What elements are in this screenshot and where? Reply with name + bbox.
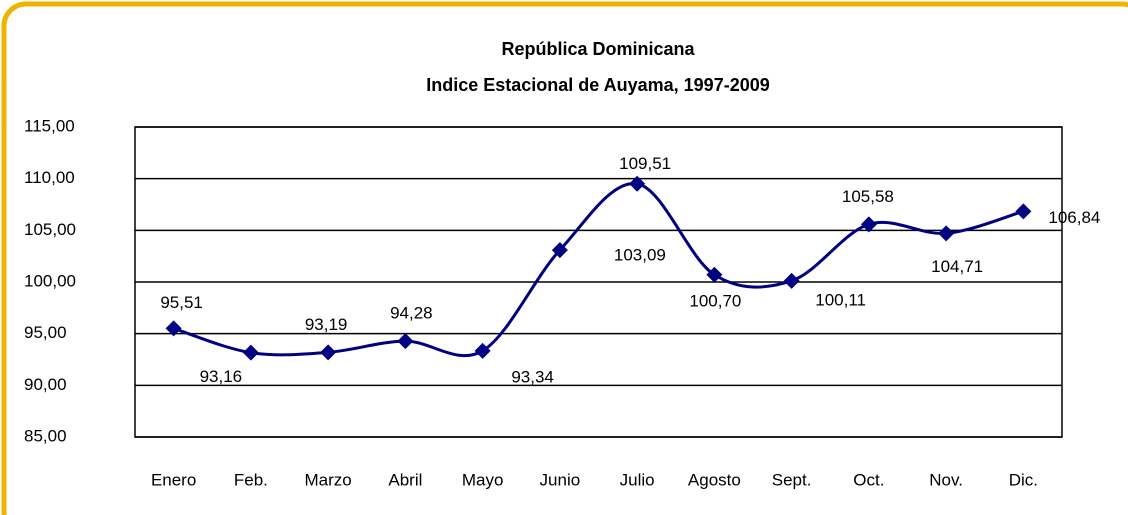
data-label: 93,19 [305,315,348,334]
x-tick-label: Dic. [1009,470,1038,489]
y-tick-label: 105,00 [24,220,76,239]
y-tick-label: 100,00 [24,271,76,290]
x-tick-label: Sept. [772,470,812,489]
data-label: 109,51 [619,154,671,173]
data-point [938,225,955,242]
data-point [242,344,259,361]
data-label: 106,84 [1048,208,1100,227]
x-tick-label: Junio [540,470,581,489]
data-label: 93,16 [200,367,243,386]
chart-title: República Dominicana [501,39,695,59]
data-point [474,342,491,359]
data-point [397,333,414,350]
data-label: 100,70 [689,291,741,310]
x-tick-label: Nov. [929,470,963,489]
data-point [320,344,337,361]
data-label: 104,71 [931,257,983,276]
data-point [783,272,800,289]
data-label: 93,34 [511,367,554,386]
data-point [629,175,646,192]
x-tick-label: Julio [620,470,655,489]
x-tick-label: Agosto [688,470,741,489]
x-tick-label: Abril [388,470,422,489]
data-label: 95,51 [160,293,203,312]
data-label: 103,09 [614,246,666,265]
data-point [860,216,877,233]
data-point [706,266,723,283]
data-label: 105,58 [842,187,894,206]
x-tick-label: Mayo [462,470,504,489]
y-tick-label: 115,00 [24,116,75,135]
y-tick-label: 85,00 [24,426,67,445]
data-label: 94,28 [390,304,433,323]
data-point [1015,203,1032,220]
x-tick-label: Feb. [234,470,268,489]
y-tick-label: 90,00 [24,375,67,394]
x-tick-label: Oct. [853,470,884,489]
data-point [165,320,182,337]
data-label: 100,11 [815,290,866,309]
chart-title: Indice Estacional de Auyama, 1997-2009 [426,75,770,95]
data-point [551,242,568,259]
y-tick-label: 110,00 [24,168,75,187]
y-tick-label: 95,00 [24,323,67,342]
x-tick-label: Marzo [305,470,352,489]
x-tick-label: Enero [151,470,196,489]
